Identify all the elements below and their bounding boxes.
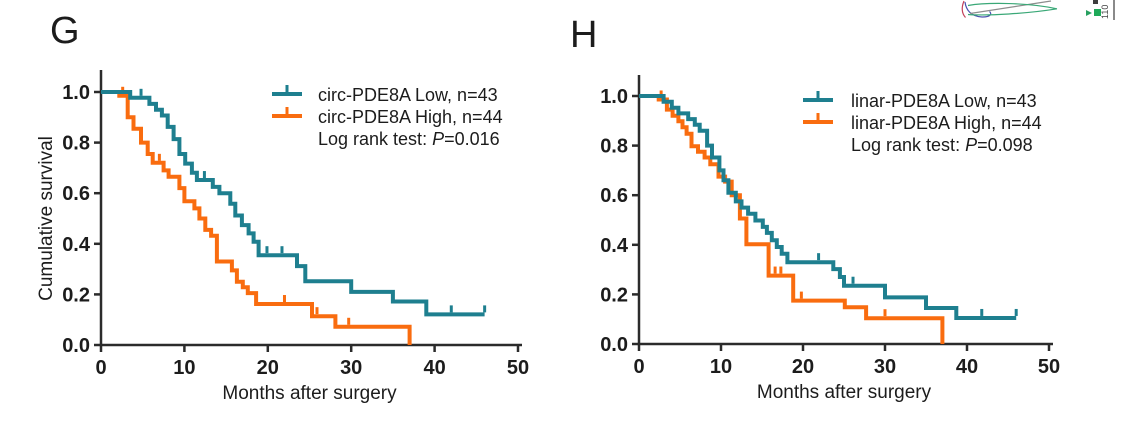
x-tick-label: 10 <box>173 357 195 379</box>
fragment-green-arrow <box>1086 10 1092 16</box>
y-tick-label: 0.8 <box>62 133 90 155</box>
fragment-green-curve <box>967 2 1058 16</box>
x-tick-label: 20 <box>257 357 279 379</box>
x-axis-title: Months after surgery <box>757 382 932 403</box>
panel-G: G 0 10 20 30 40 50 0.0 0.2 0.4 0.6 0.8 1.0 Months af… <box>36 10 529 404</box>
km-plot-h: 0 10 20 30 40 50 0.0 0.2 0.4 0.6 0.8 1.0 Months afte… <box>600 75 1060 403</box>
x-tick-label: 0 <box>95 357 106 379</box>
fragment-gray-line <box>969 0 1052 15</box>
legend-label-low: circ-PDE8A Low, n=43 <box>318 85 498 105</box>
survival-curve-low <box>101 90 485 317</box>
legend-label-high: circ-PDE8A High, n=44 <box>318 107 503 127</box>
panel-letter-h: H <box>570 14 598 56</box>
x-tick-label: 30 <box>340 357 362 379</box>
y-tick-label: 0.0 <box>600 334 628 356</box>
y-tick-label: 0.6 <box>62 183 90 205</box>
log-rank-annotation: Log rank test: P=0.016 <box>318 129 500 149</box>
x-tick-label: 20 <box>792 356 814 378</box>
fragment-red-curve <box>961 0 966 18</box>
x-tick-label: 40 <box>423 357 445 379</box>
x-tick-label: 40 <box>956 356 978 378</box>
survival-curve-low <box>639 94 1017 320</box>
panel-H: H 0 10 20 30 40 50 0.0 0.2 0.4 0.6 0.8 1.0 Months af… <box>561 0 1122 446</box>
fragment-green-square <box>1094 9 1101 16</box>
y-tick-label: 0.4 <box>600 235 629 257</box>
fragment-blue-curve <box>964 1 992 18</box>
y-tick-label: 0.2 <box>62 284 90 306</box>
x-tick-label: 30 <box>874 356 896 378</box>
fragment-dark-square <box>1093 0 1098 4</box>
panel-letter-g: G <box>50 10 80 52</box>
fragment-rotated-label: 110 <box>1100 5 1110 19</box>
legend-label-low: linar-PDE8A Low, n=43 <box>851 91 1037 111</box>
y-axis-title: Cumulative survival <box>36 136 57 301</box>
y-tick-label: 0.6 <box>600 185 628 207</box>
y-tick-label: 0.4 <box>62 234 91 256</box>
survival-curve-high <box>101 90 412 345</box>
x-tick-label: 10 <box>710 356 732 378</box>
y-tick-label: 0.0 <box>62 335 90 357</box>
x-axis-title: Months after surgery <box>222 383 397 404</box>
survival-curve-high <box>639 94 945 344</box>
y-tick-label: 1.0 <box>62 82 90 104</box>
km-plot-g: 0 10 20 30 40 50 0.0 0.2 0.4 0.6 0.8 1.0 Months afte… <box>36 70 529 404</box>
x-tick-label: 50 <box>1038 356 1060 378</box>
y-tick-label: 1.0 <box>600 86 628 108</box>
legend-label-high: linar-PDE8A High, n=44 <box>851 113 1042 133</box>
x-tick-label: 50 <box>507 357 529 379</box>
log-rank-annotation: Log rank test: P=0.098 <box>851 135 1033 155</box>
y-tick-label: 0.2 <box>600 284 628 306</box>
y-tick-label: 0.8 <box>600 136 628 158</box>
x-tick-label: 0 <box>633 356 644 378</box>
adjacent-figure-fragment: 110 <box>961 0 1115 20</box>
